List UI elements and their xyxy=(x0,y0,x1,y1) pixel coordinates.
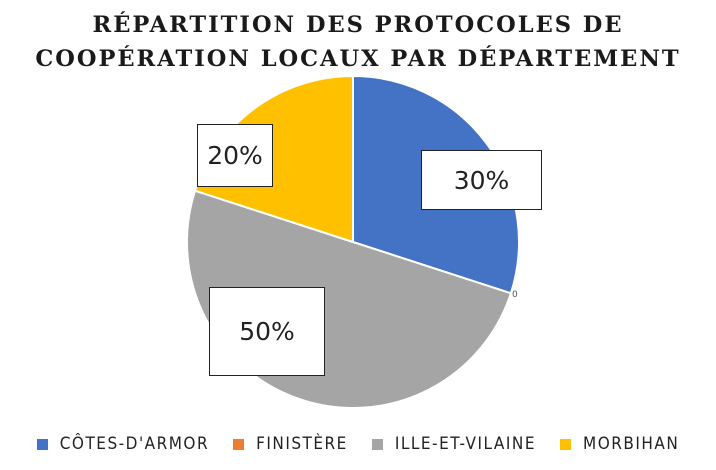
chart-title: RÉPARTITION DES PROTOCOLES DE COOPÉRATIO… xyxy=(0,8,716,76)
legend-item-ille-et-vilaine: ILLE-ET-VILAINE xyxy=(371,434,536,454)
legend-label-morbihan: MORBIHAN xyxy=(583,434,680,454)
legend-label-finistere: FINISTÈRE xyxy=(256,434,348,454)
legend-label-cotes-darmor: CÔTES-D'ARMOR xyxy=(59,434,210,454)
legend-item-cotes-darmor: CÔTES-D'ARMOR xyxy=(36,434,210,454)
legend-item-morbihan: MORBIHAN xyxy=(560,434,679,454)
legend: CÔTES-D'ARMOR FINISTÈRE ILLE-ET-VILAINE … xyxy=(0,434,716,454)
data-label-cotes-darmor: 30% xyxy=(421,150,542,210)
legend-swatch-morbihan xyxy=(560,438,571,450)
data-label-finistere: 0 xyxy=(512,290,518,300)
legend-swatch-finistere xyxy=(233,438,245,450)
legend-label-ille-et-vilaine: ILLE-ET-VILAINE xyxy=(394,434,536,454)
chart-title-line-2: COOPÉRATION LOCAUX PAR DÉPARTEMENT xyxy=(35,46,681,72)
legend-swatch-ille-et-vilaine xyxy=(371,438,383,450)
data-label-morbihan: 20% xyxy=(197,124,273,187)
legend-item-finistere: FINISTÈRE xyxy=(233,434,348,454)
legend-swatch-cotes-darmor xyxy=(36,438,48,450)
chart-title-line-1: RÉPARTITION DES PROTOCOLES DE xyxy=(92,12,624,38)
data-label-ille-et-vilaine: 50% xyxy=(209,287,325,376)
